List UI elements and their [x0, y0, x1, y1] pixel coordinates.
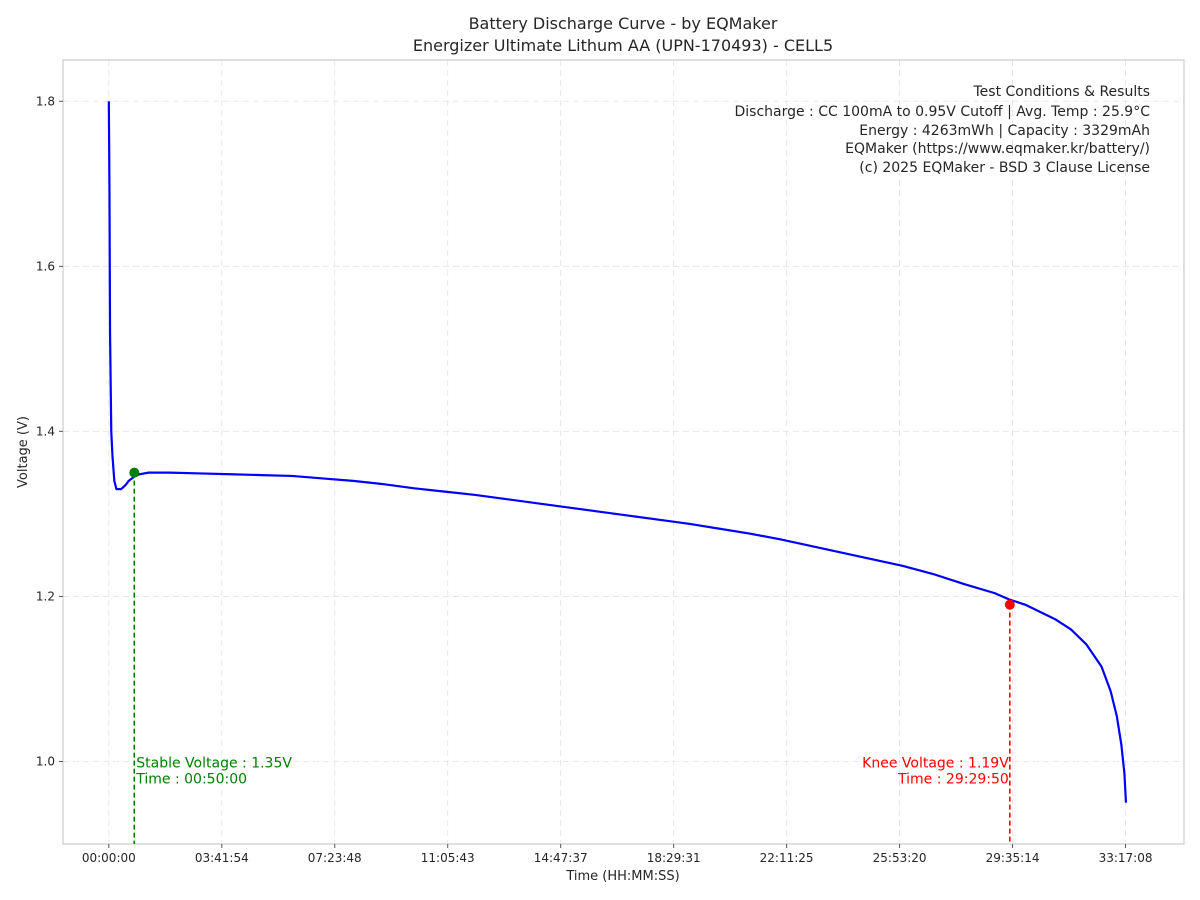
x-tick-label: 18:29:31 [647, 851, 701, 865]
info-line-energy: Energy : 4263mWh | Capacity : 3329mAh [859, 123, 1150, 139]
y-axis-ticks: 1.0 1.2 1.4 1.6 1.8 [36, 94, 63, 768]
info-line-title: Test Conditions & Results [973, 84, 1151, 100]
y-tick-label: 1.0 [36, 754, 55, 768]
info-line-source: EQMaker (https://www.eqmaker.kr/battery/… [845, 141, 1150, 157]
series-layer [107, 101, 1128, 803]
info-line-license: (c) 2025 EQMaker - BSD 3 Clause License [859, 160, 1150, 176]
y-tick-label: 1.6 [36, 259, 55, 273]
y-tick-label: 1.8 [36, 94, 55, 108]
stable-point [129, 467, 140, 478]
grid [63, 60, 1184, 844]
stable-label-voltage: Stable Voltage : 1.35V [136, 755, 292, 771]
x-tick-label: 00:00:00 [82, 851, 136, 865]
x-tick-label: 25:53:20 [873, 851, 927, 865]
x-tick-label: 33:17:08 [1099, 851, 1153, 865]
x-tick-label: 29:35:14 [986, 851, 1040, 865]
chart-title: Battery Discharge Curve - by EQMaker [469, 14, 778, 33]
x-tick-label: 11:05:43 [421, 851, 475, 865]
x-tick-label: 03:41:54 [195, 851, 249, 865]
y-tick-label: 1.2 [36, 589, 55, 603]
knee-label-time: Time : 29:29:50 [897, 771, 1009, 787]
y-axis-label: Voltage (V) [16, 416, 31, 488]
x-axis-ticks: 00:00:00 03:41:54 07:23:48 11:05:43 14:47:37… [82, 844, 1153, 865]
series-line-voltage [107, 101, 1128, 803]
knee-point [1004, 599, 1015, 610]
x-tick-label: 22:11:25 [760, 851, 814, 865]
y-tick-label: 1.4 [36, 424, 55, 438]
info-line-discharge: Discharge : CC 100mA to 0.95V Cutoff | A… [734, 104, 1150, 120]
x-tick-label: 07:23:48 [308, 851, 362, 865]
knee-label-voltage: Knee Voltage : 1.19V [862, 755, 1009, 771]
stable-label-time: Time : 00:50:00 [135, 771, 247, 787]
chart-subtitle: Energizer Ultimate Lithum AA (UPN-170493… [413, 36, 833, 55]
x-tick-label: 14:47:37 [534, 851, 588, 865]
test-conditions-box: Test Conditions & Results Discharge : CC… [734, 84, 1150, 176]
x-axis-label: Time (HH:MM:SS) [565, 869, 679, 884]
plot-frame [62, 59, 1185, 845]
